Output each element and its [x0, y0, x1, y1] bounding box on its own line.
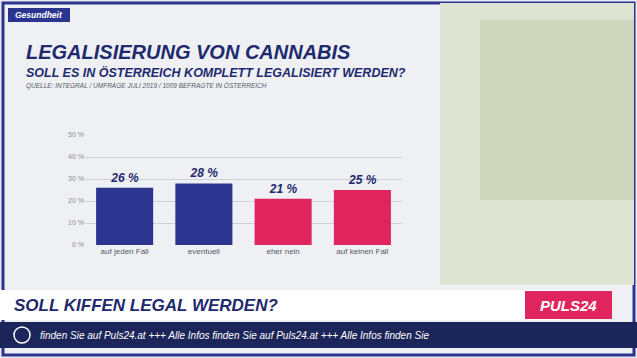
svg-text:SOLL KIFFEN LEGAL WERDEN?: SOLL KIFFEN LEGAL WERDEN?: [14, 296, 278, 315]
svg-text:eher nein: eher nein: [266, 247, 299, 256]
svg-text:eventuell: eventuell: [188, 247, 220, 256]
svg-text:40 %: 40 %: [68, 153, 84, 160]
svg-text:QUELLE: INTEGRAL / UMFRAGE JUL: QUELLE: INTEGRAL / UMFRAGE JULI 2019 / 1…: [26, 82, 267, 90]
svg-text:Gesundheit: Gesundheit: [15, 10, 63, 20]
svg-text:50 %: 50 %: [68, 131, 84, 138]
svg-text:10 %: 10 %: [68, 219, 84, 226]
svg-text:26 %: 26 %: [110, 171, 139, 185]
svg-text:20 %: 20 %: [68, 197, 84, 204]
svg-text:25 %: 25 %: [348, 173, 377, 187]
svg-text:PULS24: PULS24: [540, 297, 597, 314]
svg-text:21 %: 21 %: [269, 182, 298, 196]
svg-text:0 %: 0 %: [72, 241, 84, 248]
svg-text:auf jeden Fall: auf jeden Fall: [101, 247, 149, 256]
svg-text:LEGALISIERUNG VON CANNABIS: LEGALISIERUNG VON CANNABIS: [26, 41, 351, 63]
svg-text:30 %: 30 %: [68, 175, 84, 182]
svg-text:28 %: 28 %: [190, 166, 219, 180]
svg-text:finden Sie auf Puls24.at +++ A: finden Sie auf Puls24.at +++ Alle Infos …: [40, 330, 429, 341]
svg-text:auf keinen Fall: auf keinen Fall: [336, 247, 388, 256]
svg-text:SOLL ES IN ÖSTERREICH KOMPLETT: SOLL ES IN ÖSTERREICH KOMPLETT LEGALISIE…: [26, 65, 406, 80]
